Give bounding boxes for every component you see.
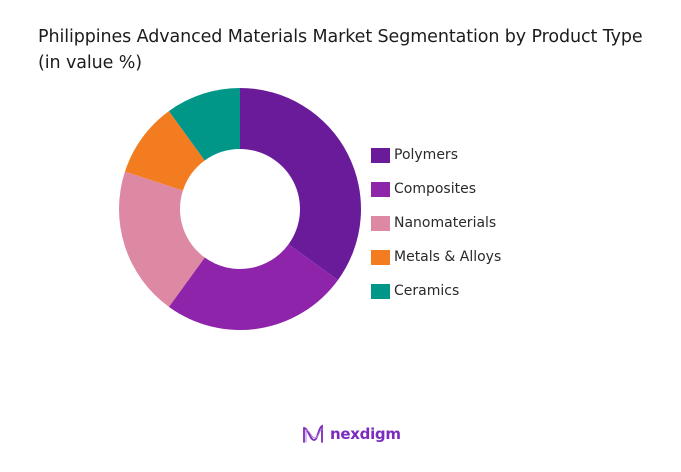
legend-label: Ceramics bbox=[394, 283, 460, 299]
slice-ceramics bbox=[168, 88, 240, 161]
legend-item-metals-alloys: Metals & Alloys bbox=[371, 240, 501, 274]
donut-slices bbox=[119, 88, 361, 330]
legend-item-composites: Composites bbox=[371, 172, 501, 206]
legend-item-nanomaterials: Nanomaterials bbox=[371, 206, 501, 240]
legend-label: Metals & Alloys bbox=[394, 249, 502, 265]
legend-item-ceramics: Ceramics bbox=[371, 274, 501, 308]
legend-item-polymers: Polymers bbox=[371, 138, 501, 172]
legend-swatch bbox=[371, 283, 390, 299]
legend-swatch bbox=[371, 215, 390, 231]
nexdigm-logo: nexdigm bbox=[302, 424, 401, 444]
nexdigm-wave-icon bbox=[303, 424, 323, 443]
slice-metals-alloys bbox=[124, 111, 205, 191]
slice-nanomaterials bbox=[119, 171, 205, 307]
legend-swatch bbox=[371, 249, 390, 265]
legend-label: Polymers bbox=[394, 147, 458, 163]
legend-label: Nanomaterials bbox=[394, 215, 497, 231]
legend-swatch bbox=[371, 147, 390, 163]
chart-title: Philippines Advanced Materials Market Se… bbox=[38, 27, 643, 73]
chart-legend: Polymers Composites Nanomaterials Metals… bbox=[371, 138, 501, 308]
legend-swatch bbox=[371, 181, 390, 197]
logo-text: nexdigm bbox=[330, 425, 401, 443]
slice-polymers bbox=[240, 88, 361, 281]
legend-label: Composites bbox=[394, 181, 477, 197]
slice-composites bbox=[168, 244, 338, 330]
